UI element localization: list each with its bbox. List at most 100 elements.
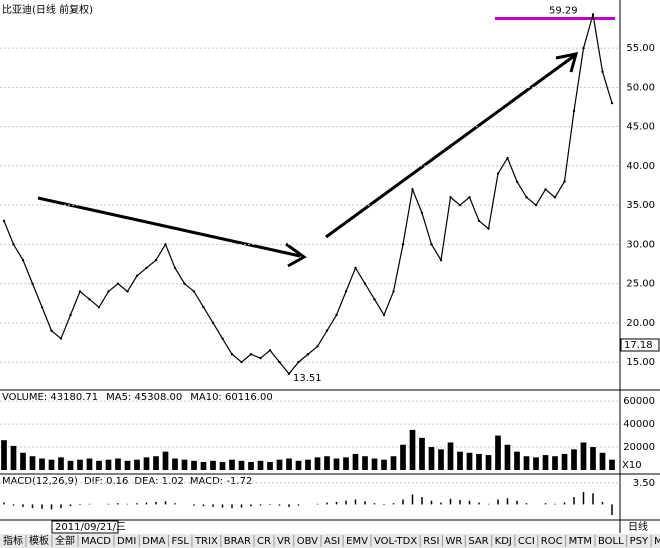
price-point	[411, 188, 414, 191]
volume-bar	[571, 449, 577, 470]
tab[interactable]: FSL	[171, 536, 189, 547]
volume-unit: X10	[622, 460, 642, 471]
tab[interactable]: PSY	[630, 536, 649, 547]
tab[interactable]: RSI	[423, 536, 439, 547]
tab[interactable]: 全部	[55, 534, 75, 547]
macd-header: MACD(12,26,9)	[2, 476, 78, 487]
volume-bar	[77, 459, 83, 470]
tab-bar	[0, 534, 660, 548]
price-point	[268, 349, 272, 352]
volume-bar	[96, 460, 102, 470]
volume-bar	[352, 453, 359, 470]
y-tick-label: 40000	[623, 419, 655, 430]
tab[interactable]: SAR	[468, 536, 488, 547]
price-point	[515, 180, 519, 183]
price-point	[344, 290, 348, 293]
tab[interactable]: 指标	[3, 534, 23, 547]
volume-bar	[514, 451, 520, 470]
price-point	[287, 372, 291, 375]
volume-bar	[20, 452, 26, 470]
y-tick-label: 55.00	[626, 43, 655, 54]
volume-bar	[371, 458, 378, 470]
tab[interactable]: BOLL	[598, 536, 624, 547]
tab[interactable]: CCI	[518, 536, 535, 547]
signal-markers	[495, 17, 615, 20]
price-point	[173, 266, 177, 270]
date-label: 2011/09/21/三	[55, 522, 126, 533]
volume-bar	[590, 447, 596, 470]
volume-bar	[229, 459, 235, 470]
volume-bar	[267, 461, 273, 470]
y-tick-label: 20000	[623, 442, 655, 453]
volume-bar	[504, 444, 511, 470]
tab[interactable]: MACD	[81, 536, 111, 547]
tab[interactable]: MTM	[569, 536, 592, 547]
volume-bar	[191, 460, 197, 470]
volume-bar	[362, 456, 368, 470]
volume-header: MA10: 60116.00	[190, 392, 272, 403]
tab[interactable]: MCST	[654, 536, 660, 547]
volume-header: MA5: 45308.00	[106, 392, 182, 403]
volume-bar	[466, 452, 473, 470]
price-point	[354, 266, 357, 270]
y-tick-label: 3.50	[633, 478, 655, 489]
price-point	[363, 282, 367, 285]
volume-bar	[314, 457, 321, 470]
price-point	[553, 196, 557, 199]
tab[interactable]: EMV	[346, 536, 368, 547]
price-point	[506, 156, 509, 160]
chart-title: 比亚迪(日线 前复权)	[2, 3, 93, 16]
tab[interactable]: DMA	[142, 536, 165, 547]
tab[interactable]: WR	[445, 536, 462, 547]
price-point	[50, 329, 53, 332]
volume-bar	[390, 456, 397, 470]
volume-bar	[324, 456, 330, 470]
price-point	[230, 353, 234, 356]
volume-bar	[286, 458, 292, 470]
macd-header: DEA: 1.02	[134, 476, 184, 487]
y-tick-label: 20.00	[626, 318, 655, 329]
volume-bar	[67, 460, 74, 470]
y-tick-label: 35.00	[626, 200, 655, 211]
volume-bar	[238, 460, 245, 470]
tab[interactable]: DMI	[117, 536, 136, 547]
tab[interactable]: TRIX	[194, 536, 218, 547]
price-point	[249, 353, 253, 356]
price-point	[601, 70, 604, 73]
volume-bar	[609, 459, 615, 470]
price-point	[31, 282, 34, 285]
tab[interactable]: VR	[277, 536, 291, 547]
tab[interactable]: ROC	[541, 536, 563, 547]
volume-bar	[257, 460, 264, 470]
price-point	[145, 266, 148, 270]
volume-bar	[580, 442, 587, 470]
price-point	[21, 258, 25, 262]
tab[interactable]: ASI	[324, 536, 340, 547]
tab[interactable]: CR	[257, 536, 271, 547]
price-point	[126, 290, 129, 293]
price-point	[496, 172, 500, 175]
volume-bar	[29, 456, 36, 470]
tab[interactable]: VOL-TDX	[374, 536, 417, 547]
volume-bar	[153, 456, 159, 470]
price-point	[525, 196, 528, 199]
tab[interactable]: BRAR	[224, 536, 251, 547]
price-point	[78, 290, 82, 293]
tab[interactable]: 模板	[29, 534, 49, 547]
tab[interactable]: KDJ	[495, 536, 512, 547]
price-point	[392, 290, 395, 293]
volume-bar	[333, 458, 340, 470]
price-point	[591, 13, 595, 16]
tab[interactable]: OBV	[297, 536, 318, 547]
volume-bar	[305, 459, 311, 470]
price-point	[582, 46, 585, 50]
price-point	[2, 219, 6, 223]
y-tick-label: 15.00	[626, 357, 655, 368]
volume-bar	[134, 459, 140, 470]
arrow-line	[325, 54, 575, 239]
volume-bar	[476, 453, 482, 470]
marker-strip	[495, 17, 615, 20]
price-point	[88, 298, 91, 301]
price-point	[306, 353, 310, 356]
volume-bar	[381, 459, 387, 470]
